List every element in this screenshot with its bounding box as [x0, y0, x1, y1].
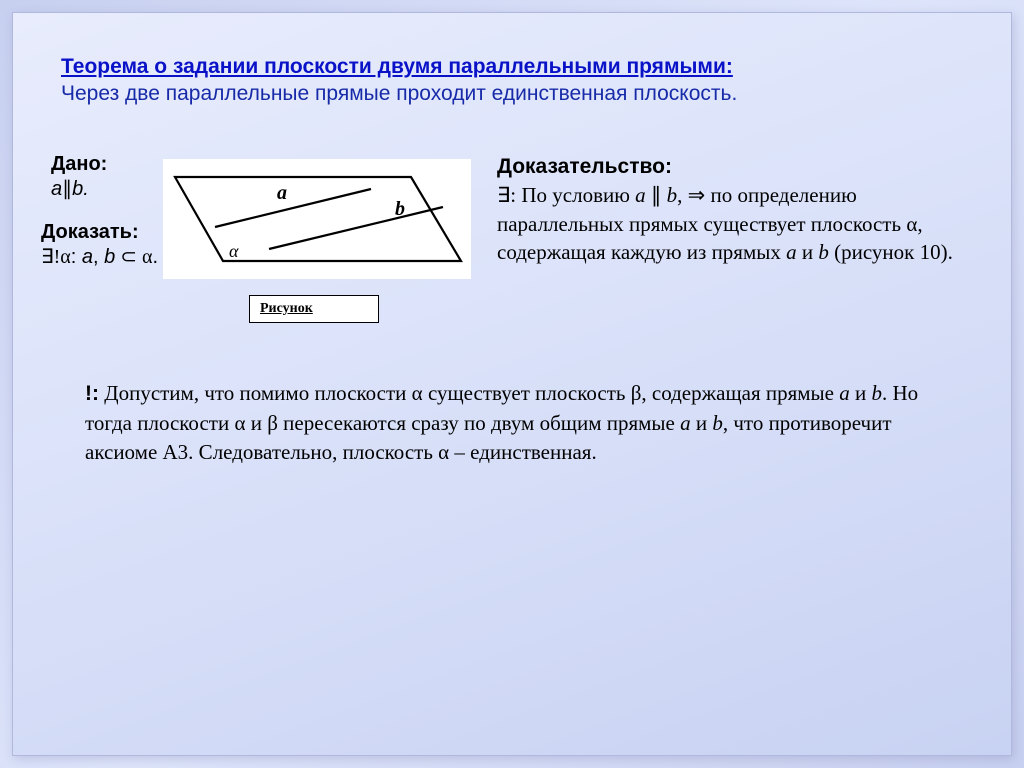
theorem-statement: Через две параллельные прямые проходит е…	[61, 80, 963, 107]
svg-text:a: a	[277, 182, 287, 204]
proof-existence: ∃: По условию a ∥ b, ⇒ по определению па…	[497, 181, 967, 266]
uniqueness-block: !: Допустим, что помимо плоскости α суще…	[85, 379, 933, 467]
proof-block: Доказательство: ∃: По условию a ∥ b, ⇒ п…	[497, 153, 967, 266]
diagram-block: a b α Рисунок	[163, 159, 471, 323]
slide: Теорема о задании плоскости двумя паралл…	[0, 0, 1024, 768]
diagram-caption-box: Рисунок	[249, 295, 379, 323]
title-block: Теорема о задании плоскости двумя паралл…	[61, 53, 963, 108]
plane-diagram: a b α	[163, 159, 471, 279]
given-label: Дано:	[51, 153, 171, 176]
proof-label: Доказательство:	[497, 153, 967, 181]
svg-text:b: b	[395, 198, 405, 220]
diagram-caption: Рисунок	[260, 301, 313, 316]
given-block: Дано: a∥b.	[51, 153, 171, 201]
theorem-title: Теорема о задании плоскости двумя паралл…	[61, 53, 963, 80]
svg-text:α: α	[229, 241, 239, 261]
slide-card: Теорема о задании плоскости двумя паралл…	[12, 12, 1012, 756]
uniqueness-symbol: !:	[85, 382, 99, 405]
given-text: a∥b.	[51, 176, 171, 201]
